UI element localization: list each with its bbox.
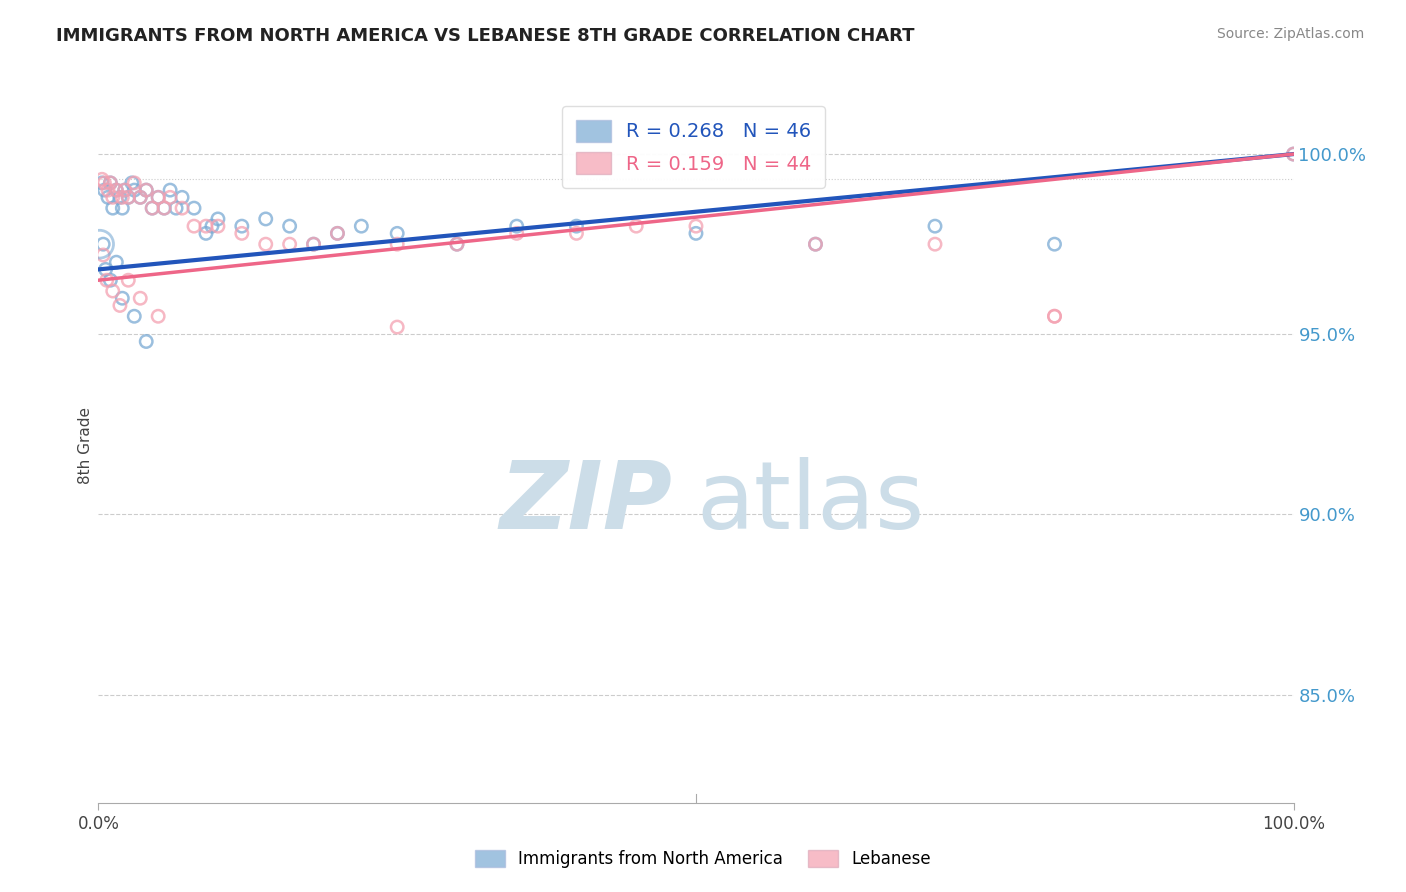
- Point: [124, 183, 146, 197]
- Point: [141, 201, 163, 215]
- Text: Source: ZipAtlas.com: Source: ZipAtlas.com: [1216, 27, 1364, 41]
- Point: [121, 176, 143, 190]
- Point: [91, 237, 114, 252]
- Point: [129, 190, 152, 204]
- Point: [129, 190, 152, 204]
- Point: [148, 310, 170, 324]
- Point: [111, 201, 134, 215]
- Point: [565, 219, 588, 234]
- Point: [135, 183, 157, 197]
- Point: [685, 227, 707, 241]
- Point: [111, 291, 134, 305]
- Point: [111, 190, 134, 204]
- Point: [114, 183, 136, 197]
- Point: [98, 176, 122, 190]
- Point: [446, 237, 468, 252]
- Point: [93, 183, 115, 197]
- Point: [135, 334, 157, 349]
- Point: [506, 219, 529, 234]
- Point: [446, 237, 468, 252]
- Point: [804, 237, 827, 252]
- Point: [924, 237, 946, 252]
- Point: [108, 190, 131, 204]
- Point: [114, 183, 136, 197]
- Point: [183, 219, 205, 234]
- Point: [98, 273, 122, 287]
- Point: [326, 227, 349, 241]
- Point: [94, 262, 117, 277]
- Point: [506, 227, 529, 241]
- Point: [159, 190, 181, 204]
- Legend: Immigrants from North America, Lebanese: Immigrants from North America, Lebanese: [468, 843, 938, 875]
- Point: [278, 219, 301, 234]
- Point: [172, 190, 194, 204]
- Point: [924, 219, 946, 234]
- Point: [148, 190, 170, 204]
- Point: [804, 237, 827, 252]
- Point: [302, 237, 325, 252]
- Point: [105, 183, 128, 197]
- Point: [385, 227, 409, 241]
- Point: [385, 237, 409, 252]
- Point: [278, 237, 301, 252]
- Point: [201, 219, 224, 234]
- Point: [117, 190, 139, 204]
- Point: [91, 172, 114, 186]
- Point: [105, 183, 128, 197]
- Point: [148, 190, 170, 204]
- Point: [153, 201, 176, 215]
- Legend: R = 0.268   N = 46, R = 0.159   N = 44: R = 0.268 N = 46, R = 0.159 N = 44: [562, 106, 825, 188]
- Text: ZIP: ZIP: [499, 457, 672, 549]
- Point: [385, 320, 409, 334]
- Point: [350, 219, 373, 234]
- Point: [195, 227, 218, 241]
- Point: [93, 176, 115, 190]
- Point: [183, 201, 205, 215]
- Point: [153, 201, 176, 215]
- Point: [685, 219, 707, 234]
- Point: [172, 201, 194, 215]
- Point: [135, 183, 157, 197]
- Point: [626, 219, 648, 234]
- Point: [101, 201, 124, 215]
- Point: [91, 176, 114, 190]
- Point: [141, 201, 163, 215]
- Point: [105, 255, 128, 269]
- Point: [159, 183, 181, 197]
- Point: [98, 176, 122, 190]
- Point: [108, 298, 131, 312]
- Point: [1043, 310, 1066, 324]
- Point: [1043, 237, 1066, 252]
- Point: [207, 219, 229, 234]
- Point: [302, 237, 325, 252]
- Point: [565, 227, 588, 241]
- Point: [91, 248, 114, 262]
- Point: [96, 273, 118, 287]
- Point: [254, 211, 277, 226]
- Point: [231, 219, 253, 234]
- Text: atlas: atlas: [696, 457, 924, 549]
- Point: [89, 237, 111, 252]
- Point: [117, 190, 139, 204]
- Point: [207, 211, 229, 226]
- Point: [117, 273, 139, 287]
- Y-axis label: 8th Grade: 8th Grade: [77, 408, 93, 484]
- Point: [97, 190, 120, 204]
- Point: [195, 219, 218, 234]
- Point: [254, 237, 277, 252]
- Point: [97, 183, 120, 197]
- Point: [101, 190, 124, 204]
- Point: [101, 284, 124, 298]
- Point: [326, 227, 349, 241]
- Point: [124, 310, 146, 324]
- Point: [129, 291, 152, 305]
- Point: [231, 227, 253, 241]
- Point: [165, 201, 187, 215]
- Point: [124, 176, 146, 190]
- Point: [1282, 147, 1305, 161]
- Point: [1282, 147, 1305, 161]
- Text: IMMIGRANTS FROM NORTH AMERICA VS LEBANESE 8TH GRADE CORRELATION CHART: IMMIGRANTS FROM NORTH AMERICA VS LEBANES…: [56, 27, 915, 45]
- Point: [1043, 310, 1066, 324]
